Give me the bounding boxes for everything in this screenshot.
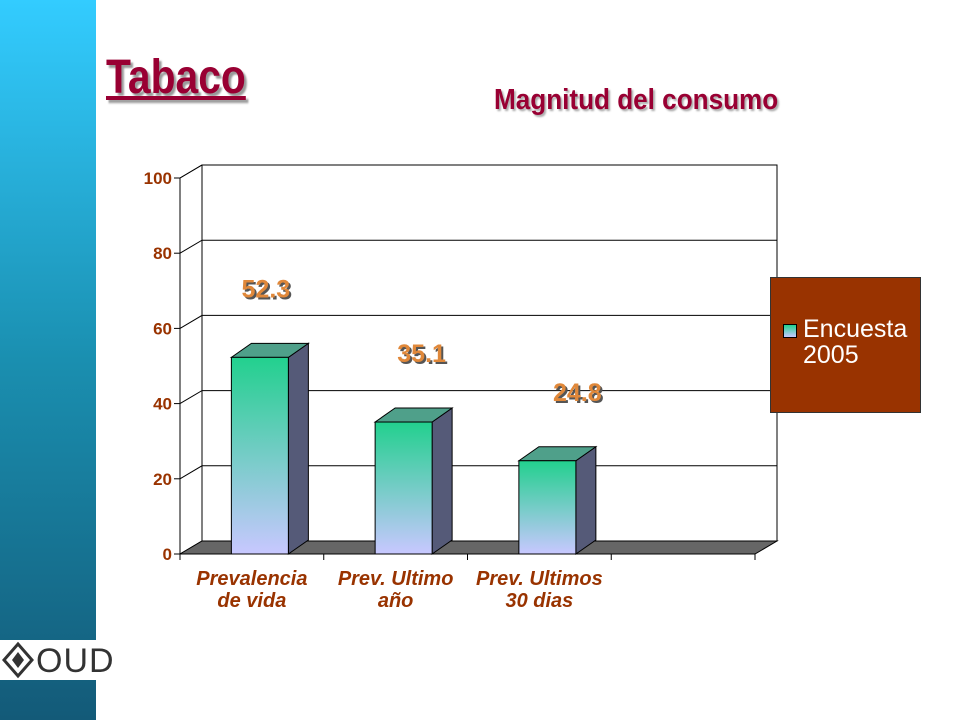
logo-text: OUD — [36, 642, 115, 680]
logo-icon — [2, 641, 34, 679]
y-tick-label: 80 — [153, 244, 172, 263]
y-tick-label: 60 — [153, 319, 172, 338]
value-label: 52.3 — [242, 275, 291, 303]
grid-line — [179, 239, 777, 254]
x-tick-label: Prev. Ultimo año — [337, 568, 454, 612]
legend-label: Encuesta 2005 — [803, 315, 908, 369]
title: Tabaco — [106, 51, 246, 104]
value-label: 24.8 — [553, 379, 602, 407]
sidebar — [0, 0, 96, 720]
y-tick-label: 20 — [153, 470, 172, 489]
logo: OUD — [0, 640, 114, 680]
value-label-shadow: 52.3 — [244, 277, 293, 305]
bar-side — [575, 445, 597, 555]
bar-side — [287, 342, 309, 555]
value-label: 35.1 — [397, 340, 446, 368]
y-tick-label: 40 — [153, 395, 172, 414]
y-tick-label: 100 — [144, 169, 172, 188]
x-tick-label: Prevalencia de vida — [196, 568, 308, 612]
bar — [518, 460, 577, 555]
value-label-shadow: 35.1 — [399, 342, 448, 370]
value-label-shadow: 24.8 — [555, 381, 604, 409]
subtitle: Magnitud del consumo — [494, 84, 779, 116]
grid-line — [179, 164, 777, 179]
legend: Encuesta 2005 — [770, 277, 921, 413]
x-tick-label: Prev. Ultimos 30 dias — [476, 568, 603, 612]
grid-line — [179, 390, 777, 405]
y-tick-label: 0 — [163, 545, 172, 564]
grid-line — [179, 314, 777, 329]
bar — [230, 356, 289, 555]
bar — [374, 421, 433, 555]
legend-swatch — [783, 324, 797, 338]
bar-side — [431, 407, 453, 555]
